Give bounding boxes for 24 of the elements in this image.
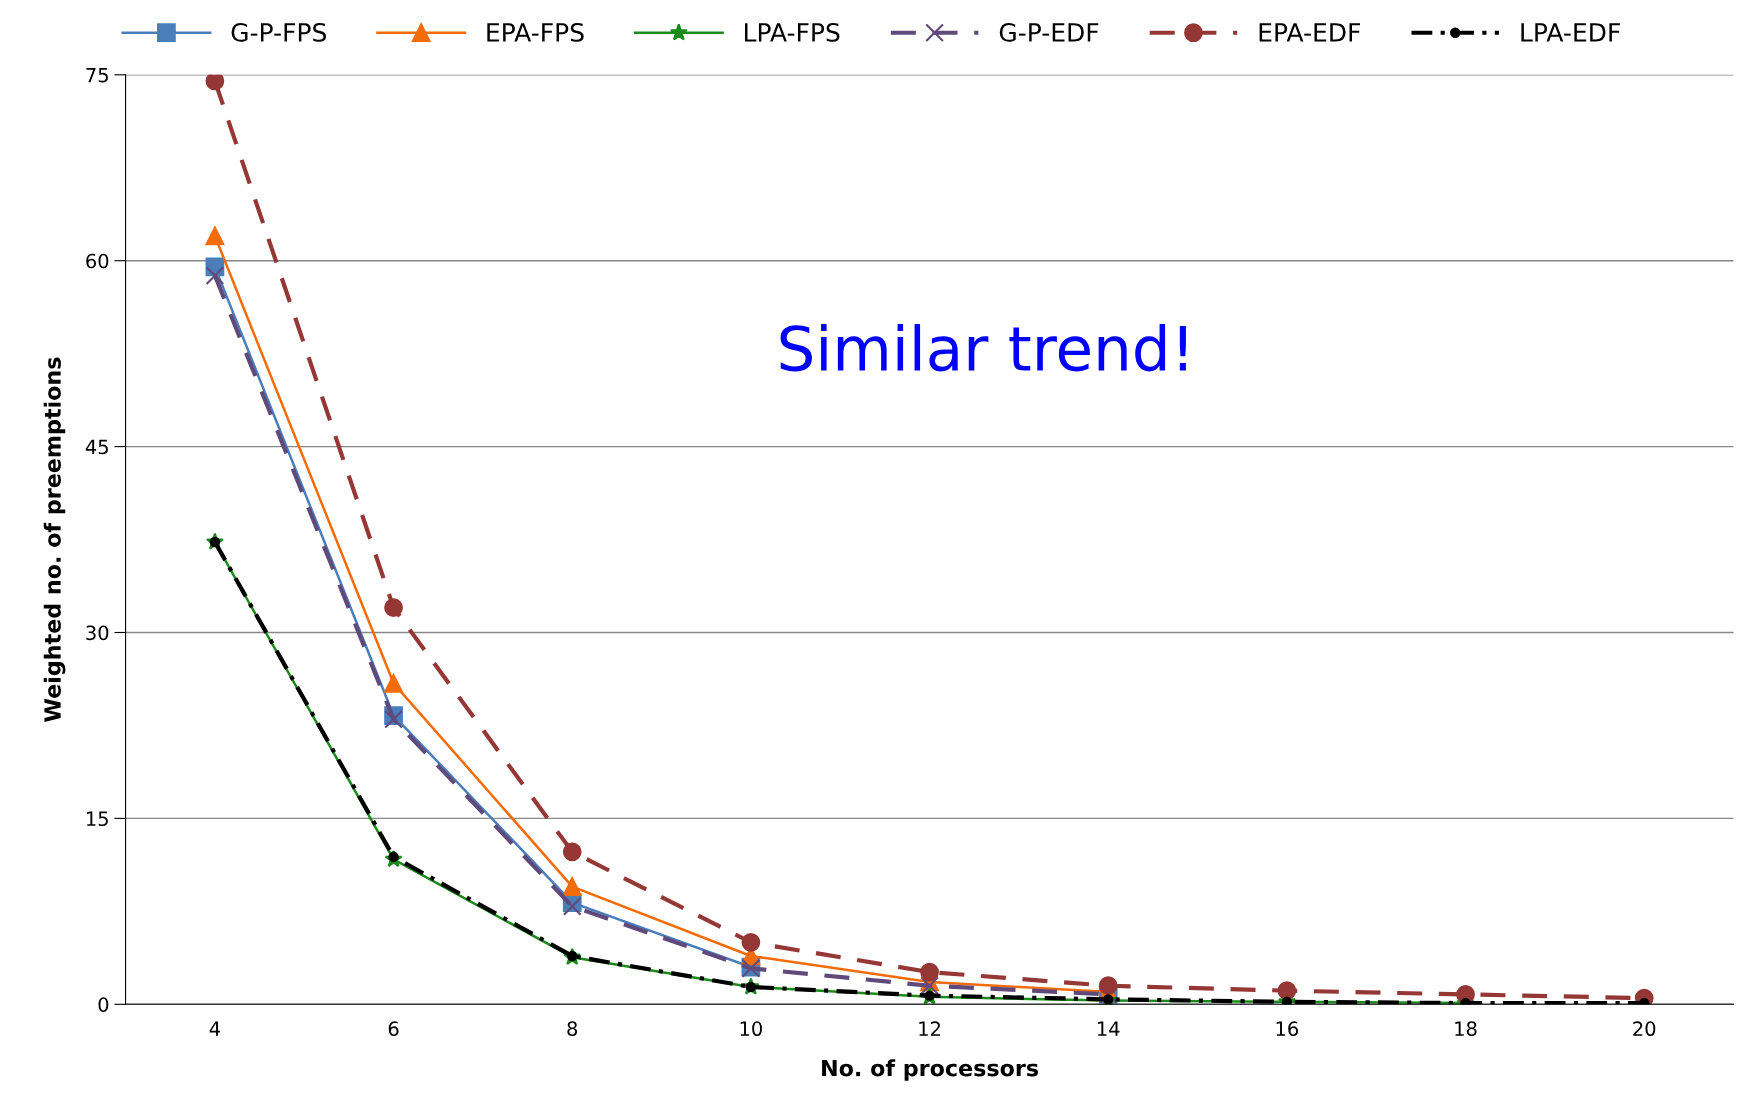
- legend-label: LPA-EDF: [1521, 23, 1620, 42]
- x-tick-label: 20: [1633, 1021, 1656, 1037]
- x-tick-label: 14: [1097, 1021, 1120, 1036]
- x-tick-label: 12: [919, 1021, 940, 1036]
- x-tick-label: 8: [567, 1021, 578, 1037]
- y-tick-label: 60: [86, 253, 109, 269]
- x-axis-title: No. of processors: [822, 1059, 1038, 1081]
- legend-label: LPA-FPS: [745, 22, 840, 42]
- x-tick-label: 18: [1455, 1021, 1477, 1037]
- legend-label: EPA-EDF: [1259, 23, 1361, 42]
- x-tick-label: 6: [388, 1021, 399, 1037]
- y-tick-label: 75: [86, 68, 108, 83]
- x-tick-label: 10: [740, 1021, 762, 1037]
- x-tick-label: 4: [209, 1021, 220, 1036]
- legend-label: EPA-FPS: [487, 22, 584, 42]
- x-tick-label: 16: [1276, 1021, 1299, 1037]
- y-tick-label: 30: [86, 625, 109, 641]
- legend-label: G-P-FPS: [231, 22, 327, 42]
- y-tick-label: 45: [85, 439, 108, 455]
- y-axis-title: Weighted no. of preemptions: [43, 357, 66, 722]
- y-tick-label: 15: [86, 811, 108, 827]
- annotation: Similar trend!: [780, 324, 1186, 372]
- y-tick-label: 0: [98, 997, 109, 1012]
- legend-label: G-P-EDF: [999, 22, 1099, 42]
